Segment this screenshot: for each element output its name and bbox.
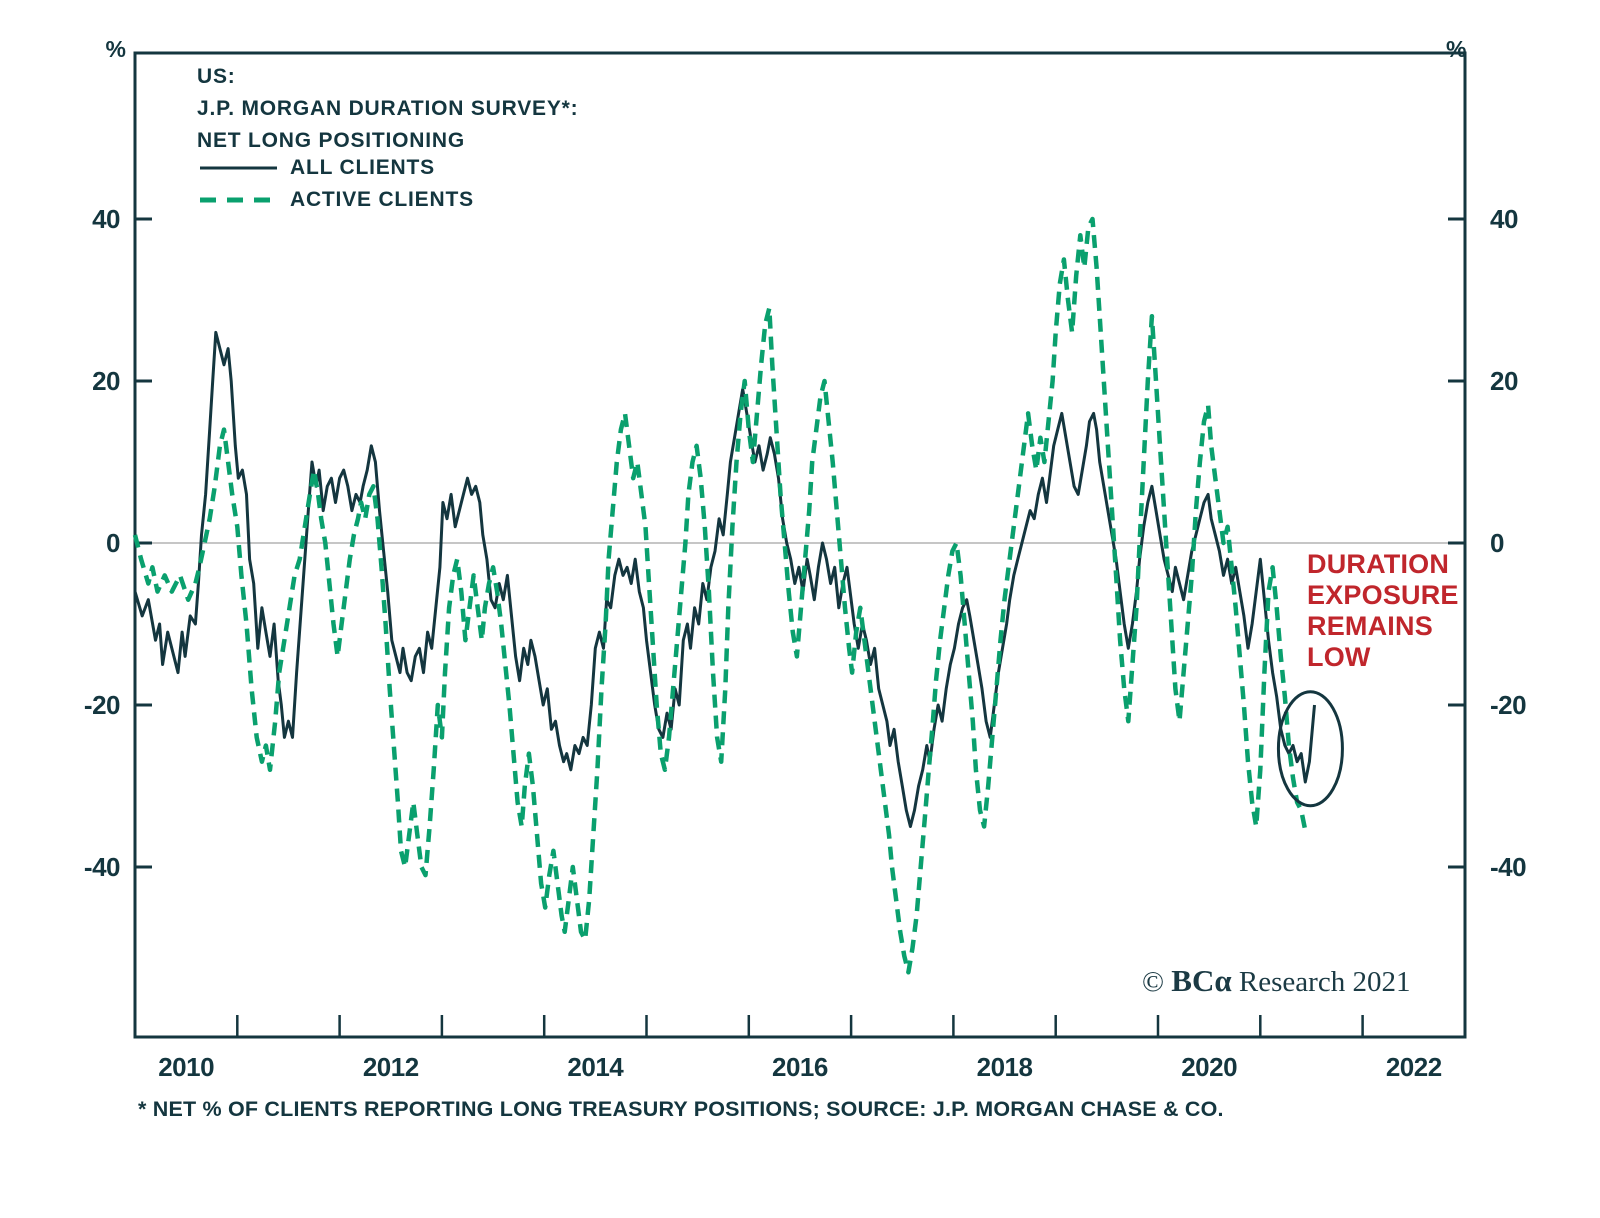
chart-title-line2: J.P. MORGAN DURATION SURVEY*: [197, 97, 579, 120]
y-axis-label-left: 40 [92, 204, 120, 234]
x-axis-label: 2016 [772, 1052, 828, 1082]
percent-symbol-left: % [105, 36, 126, 62]
y-axis-label-left: -40 [83, 852, 121, 882]
annotation-line: LOW [1307, 642, 1371, 672]
y-axis-label-right: -40 [1490, 852, 1527, 882]
plot-border [133, 51, 1467, 1039]
percent-symbol-right: % [1446, 36, 1467, 62]
copyright-prefix: © [1142, 966, 1172, 998]
bca-logo-text: BCα [1171, 963, 1232, 998]
copyright-suffix: Research 2021 [1231, 966, 1411, 998]
y-ticks-right [1448, 217, 1465, 869]
x-ticks [236, 1015, 1364, 1037]
annotation-line: EXPOSURE [1307, 580, 1459, 610]
annotation-line: REMAINS [1307, 611, 1433, 641]
y-axis-label-right: 40 [1490, 204, 1518, 234]
x-axis-label: 2014 [567, 1052, 624, 1082]
chart-title-line3: NET LONG POSITIONING [197, 129, 466, 152]
legend-label-active-clients: ACTIVE CLIENTS [290, 188, 474, 211]
chart-title: US: J.P. MORGAN DURATION SURVEY*: NET LO… [197, 61, 578, 157]
active-clients-line [132, 216, 1308, 975]
all-clients-line [133, 330, 1316, 828]
y-axis-label-left: 0 [106, 528, 120, 558]
source-footnote: * NET % OF CLIENTS REPORTING LONG TREASU… [138, 1097, 1224, 1121]
x-axis-label: 2010 [158, 1052, 215, 1082]
legend-label-all-clients: ALL CLIENTS [290, 156, 435, 179]
chart-title-line1: US: [197, 65, 236, 88]
y-axis-label-left: -20 [83, 690, 121, 720]
y-axis-label-right: -20 [1490, 690, 1527, 720]
y-axis-label-right: 20 [1490, 366, 1518, 396]
x-axis-label: 2022 [1385, 1052, 1442, 1082]
y-axis-label-left: 20 [92, 366, 120, 396]
y-axis-label-right: 0 [1490, 528, 1504, 558]
annotation-duration-exposure: DURATION EXPOSURE REMAINS LOW [1307, 549, 1459, 673]
copyright-text: © BCα Research 2021 [1142, 963, 1410, 999]
x-axis-label: 2012 [362, 1052, 419, 1082]
highlight-ellipse [1276, 690, 1344, 808]
annotation-line: DURATION [1307, 549, 1450, 579]
x-axis-label: 2018 [976, 1052, 1033, 1082]
x-axis-label: 2020 [1181, 1052, 1238, 1082]
